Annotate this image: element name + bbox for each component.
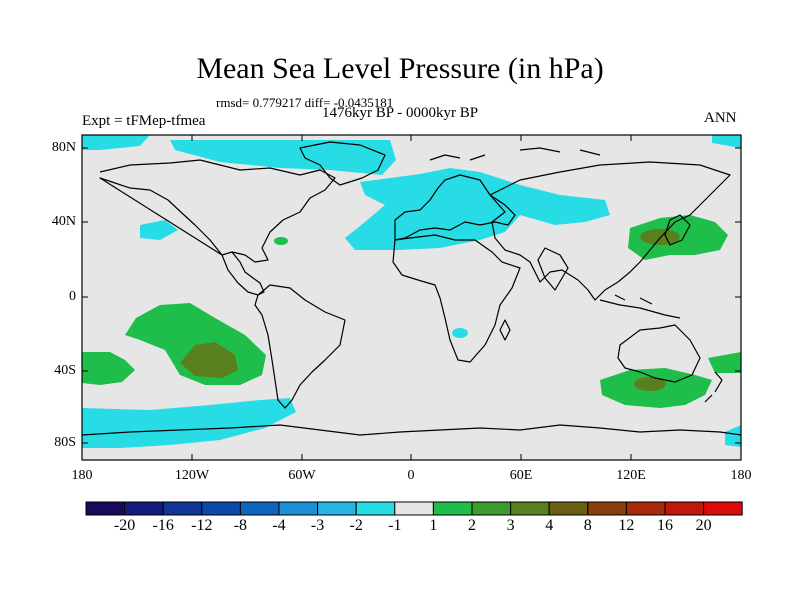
lon-label-120w: 120W (174, 468, 210, 483)
colorbar-tick-label: 1 (429, 517, 438, 534)
strong-positive-cores (180, 229, 680, 391)
arctic-islands-coast (429, 147, 601, 161)
colorbar (85, 501, 743, 516)
lat-label-40n: 40N (51, 214, 76, 229)
lat-label-0: 0 (69, 289, 76, 304)
colorbar-tick-label: -12 (191, 517, 213, 534)
colorbar-tick-label: 4 (545, 517, 554, 534)
colorbar-box (432, 501, 473, 516)
colorbar-box (587, 501, 627, 516)
japan-coast (664, 214, 691, 246)
colorbar-tick-label: -16 (152, 517, 174, 534)
lon-label-60e: 60E (509, 468, 533, 483)
colorbar-tick-label: 12 (618, 517, 635, 534)
new-zealand-coast (704, 371, 723, 403)
colorbar-box (703, 501, 743, 516)
antarctica-coast (81, 424, 742, 436)
colorbar-tick-label: -2 (349, 517, 363, 534)
colorbar-tick-label: -8 (233, 517, 248, 534)
period-text: 1476kyr BP - 0000kyr BP (322, 105, 479, 121)
india-coast (537, 247, 569, 291)
colorbar-box (278, 501, 319, 516)
colorbar-box (394, 501, 434, 516)
madagascar-coast (499, 319, 511, 341)
colorbar-box (85, 501, 126, 516)
colorbar-box (162, 501, 203, 516)
axis-ticks (82, 135, 741, 460)
colorbar-tick-label: 16 (657, 517, 673, 534)
africa-coast (392, 234, 521, 363)
lat-label-40s: 40S (54, 363, 76, 378)
lat-label-80s: 80S (54, 435, 76, 450)
colorbar-box (664, 501, 705, 516)
colorbar-tick-label: -3 (310, 517, 325, 534)
colorbar-tick-label: 2 (468, 517, 476, 534)
map-title: Mean Sea Level Pressure (in hPa) (196, 52, 604, 85)
lon-label-180e: 180 (730, 468, 752, 483)
australia-coast (617, 324, 701, 383)
colorbar-box (471, 501, 512, 516)
lon-label-0: 0 (407, 468, 415, 483)
colorbar-tick-label: -1 (388, 517, 402, 534)
stats-text: rmsd= 0.779217 diff= -0.0435181 (216, 95, 394, 110)
colorbar-box (201, 501, 241, 516)
lon-label-60w: 60W (288, 468, 316, 483)
colorbar-tick-label: -20 (113, 517, 136, 534)
negative-anomaly-regions (82, 135, 741, 448)
greenland-coast (299, 141, 386, 186)
lon-label-180w: 180 (71, 468, 93, 483)
colorbar-box (355, 501, 396, 516)
coastlines (81, 141, 742, 436)
asia-coast (489, 161, 731, 301)
season-label: ANN (704, 110, 737, 126)
indonesia-coast (599, 294, 681, 319)
colorbar-tick-label: 8 (583, 517, 592, 534)
colorbar-box (317, 501, 357, 516)
south-america-coast (254, 284, 346, 409)
experiment-label: Expt = tFMep-tfmea (82, 113, 206, 129)
colorbar-tick-label: 20 (695, 517, 712, 534)
colorbar-box (510, 501, 550, 516)
colorbar-box (548, 501, 589, 516)
colorbar-tick-label: -4 (272, 517, 286, 534)
europe-coast (394, 174, 516, 241)
lon-label-120e: 120E (616, 468, 646, 483)
colorbar-box (124, 501, 164, 516)
colorbar-box (625, 501, 666, 516)
colorbar-box (239, 501, 280, 516)
lat-label-80n: 80N (51, 140, 76, 155)
colorbar-tick-label: 3 (506, 517, 515, 534)
